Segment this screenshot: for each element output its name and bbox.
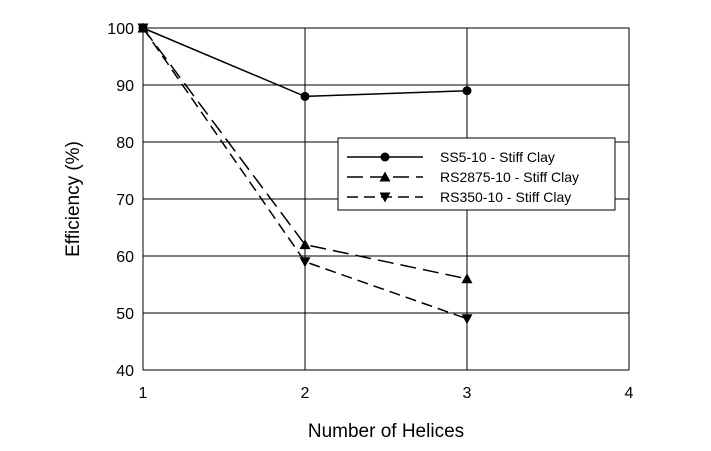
y-axis-label: Efficiency (%) [63,141,84,257]
x-tick-label: 4 [625,385,634,402]
y-tick-label: 50 [116,306,134,323]
y-tick-label: 90 [116,78,134,95]
data-point [299,239,311,250]
x-tick-label: 3 [463,385,472,402]
x-axis-label: Number of Helices [308,421,464,442]
y-tick-label: 100 [107,21,134,38]
data-point [462,86,472,96]
legend: SS5-10 - Stiff Clay RS2875-10 - Stiff Cla… [337,137,616,211]
series-group [137,22,473,325]
legend-marker [379,171,391,182]
data-point [299,257,311,268]
data-point [137,23,149,34]
legend-marker [379,192,391,203]
series-line [142,27,468,320]
legend-label: RS2875-10 - Stiff Clay [440,169,579,185]
series-line [142,27,468,280]
y-axis-tick-labels: 40 50 60 70 80 90 100 [107,21,134,380]
legend-label: RS350-10 - Stiff Clay [440,189,571,205]
data-point [300,91,310,101]
legend-entry-2: RS2875-10 - Stiff Clay [347,169,579,185]
legend-entry-3: RS350-10 - Stiff Clay [347,189,571,205]
x-tick-label: 1 [139,385,148,402]
y-tick-label: 40 [116,363,134,380]
y-tick-label: 80 [116,135,134,152]
data-point [461,273,473,284]
legend-label: SS5-10 - Stiff Clay [440,149,555,165]
legend-marker [380,152,390,162]
y-tick-label: 70 [116,192,134,209]
y-tick-label: 60 [116,249,134,266]
plot-border [142,27,630,371]
x-axis-tick-labels: 1 2 3 4 [139,385,634,402]
data-point [461,314,473,325]
series-3 [137,23,473,325]
legend-entry-1: SS5-10 - Stiff Clay [347,149,555,165]
x-tick-label: 2 [301,385,310,402]
